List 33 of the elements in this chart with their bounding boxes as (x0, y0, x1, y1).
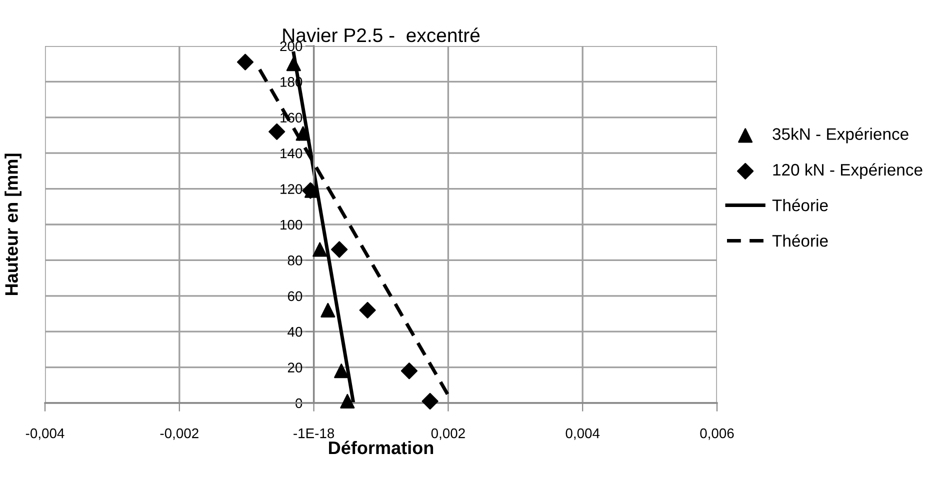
point (340, 394, 355, 408)
x-tick-label: 0,004 (566, 428, 600, 440)
y-tick-label: 60 (288, 291, 302, 302)
y-tick-label: 200 (280, 41, 302, 52)
point (400, 362, 418, 380)
x-tick-label: 0,002 (431, 428, 465, 440)
point (268, 123, 286, 140)
point (286, 56, 301, 72)
point (334, 364, 349, 378)
point (359, 302, 376, 318)
point (312, 242, 328, 257)
point (422, 392, 438, 410)
point (296, 126, 310, 141)
x-tick-label: -0,004 (26, 428, 64, 440)
point (331, 241, 348, 258)
legend-label: 35kN - Expérience (772, 128, 908, 144)
y-tick-label: 20 (288, 362, 302, 372)
legend-label: Théorie (772, 234, 828, 247)
chart-title: Navier P2.5 - excentré (283, 28, 480, 42)
point (320, 302, 336, 318)
y-axis-title: Hauteur en [mm] (4, 154, 22, 296)
y-tick-label: 80 (288, 256, 302, 266)
y-tick-label: 140 (280, 148, 302, 158)
legend-label: 120 kN - Expérience (773, 163, 922, 179)
x-tick-label: -0,002 (160, 428, 198, 440)
point (236, 54, 254, 70)
y-tick-label: 120 (280, 184, 302, 194)
x-axis-title: Déformation (329, 440, 434, 454)
x-tick-label: -1E-18 (294, 428, 334, 438)
legend-label: Théorie (772, 198, 828, 212)
x-tick-label: 0,006 (700, 428, 734, 440)
y-tick-label: 40 (288, 326, 302, 337)
y-tick-label: 100 (280, 220, 302, 230)
